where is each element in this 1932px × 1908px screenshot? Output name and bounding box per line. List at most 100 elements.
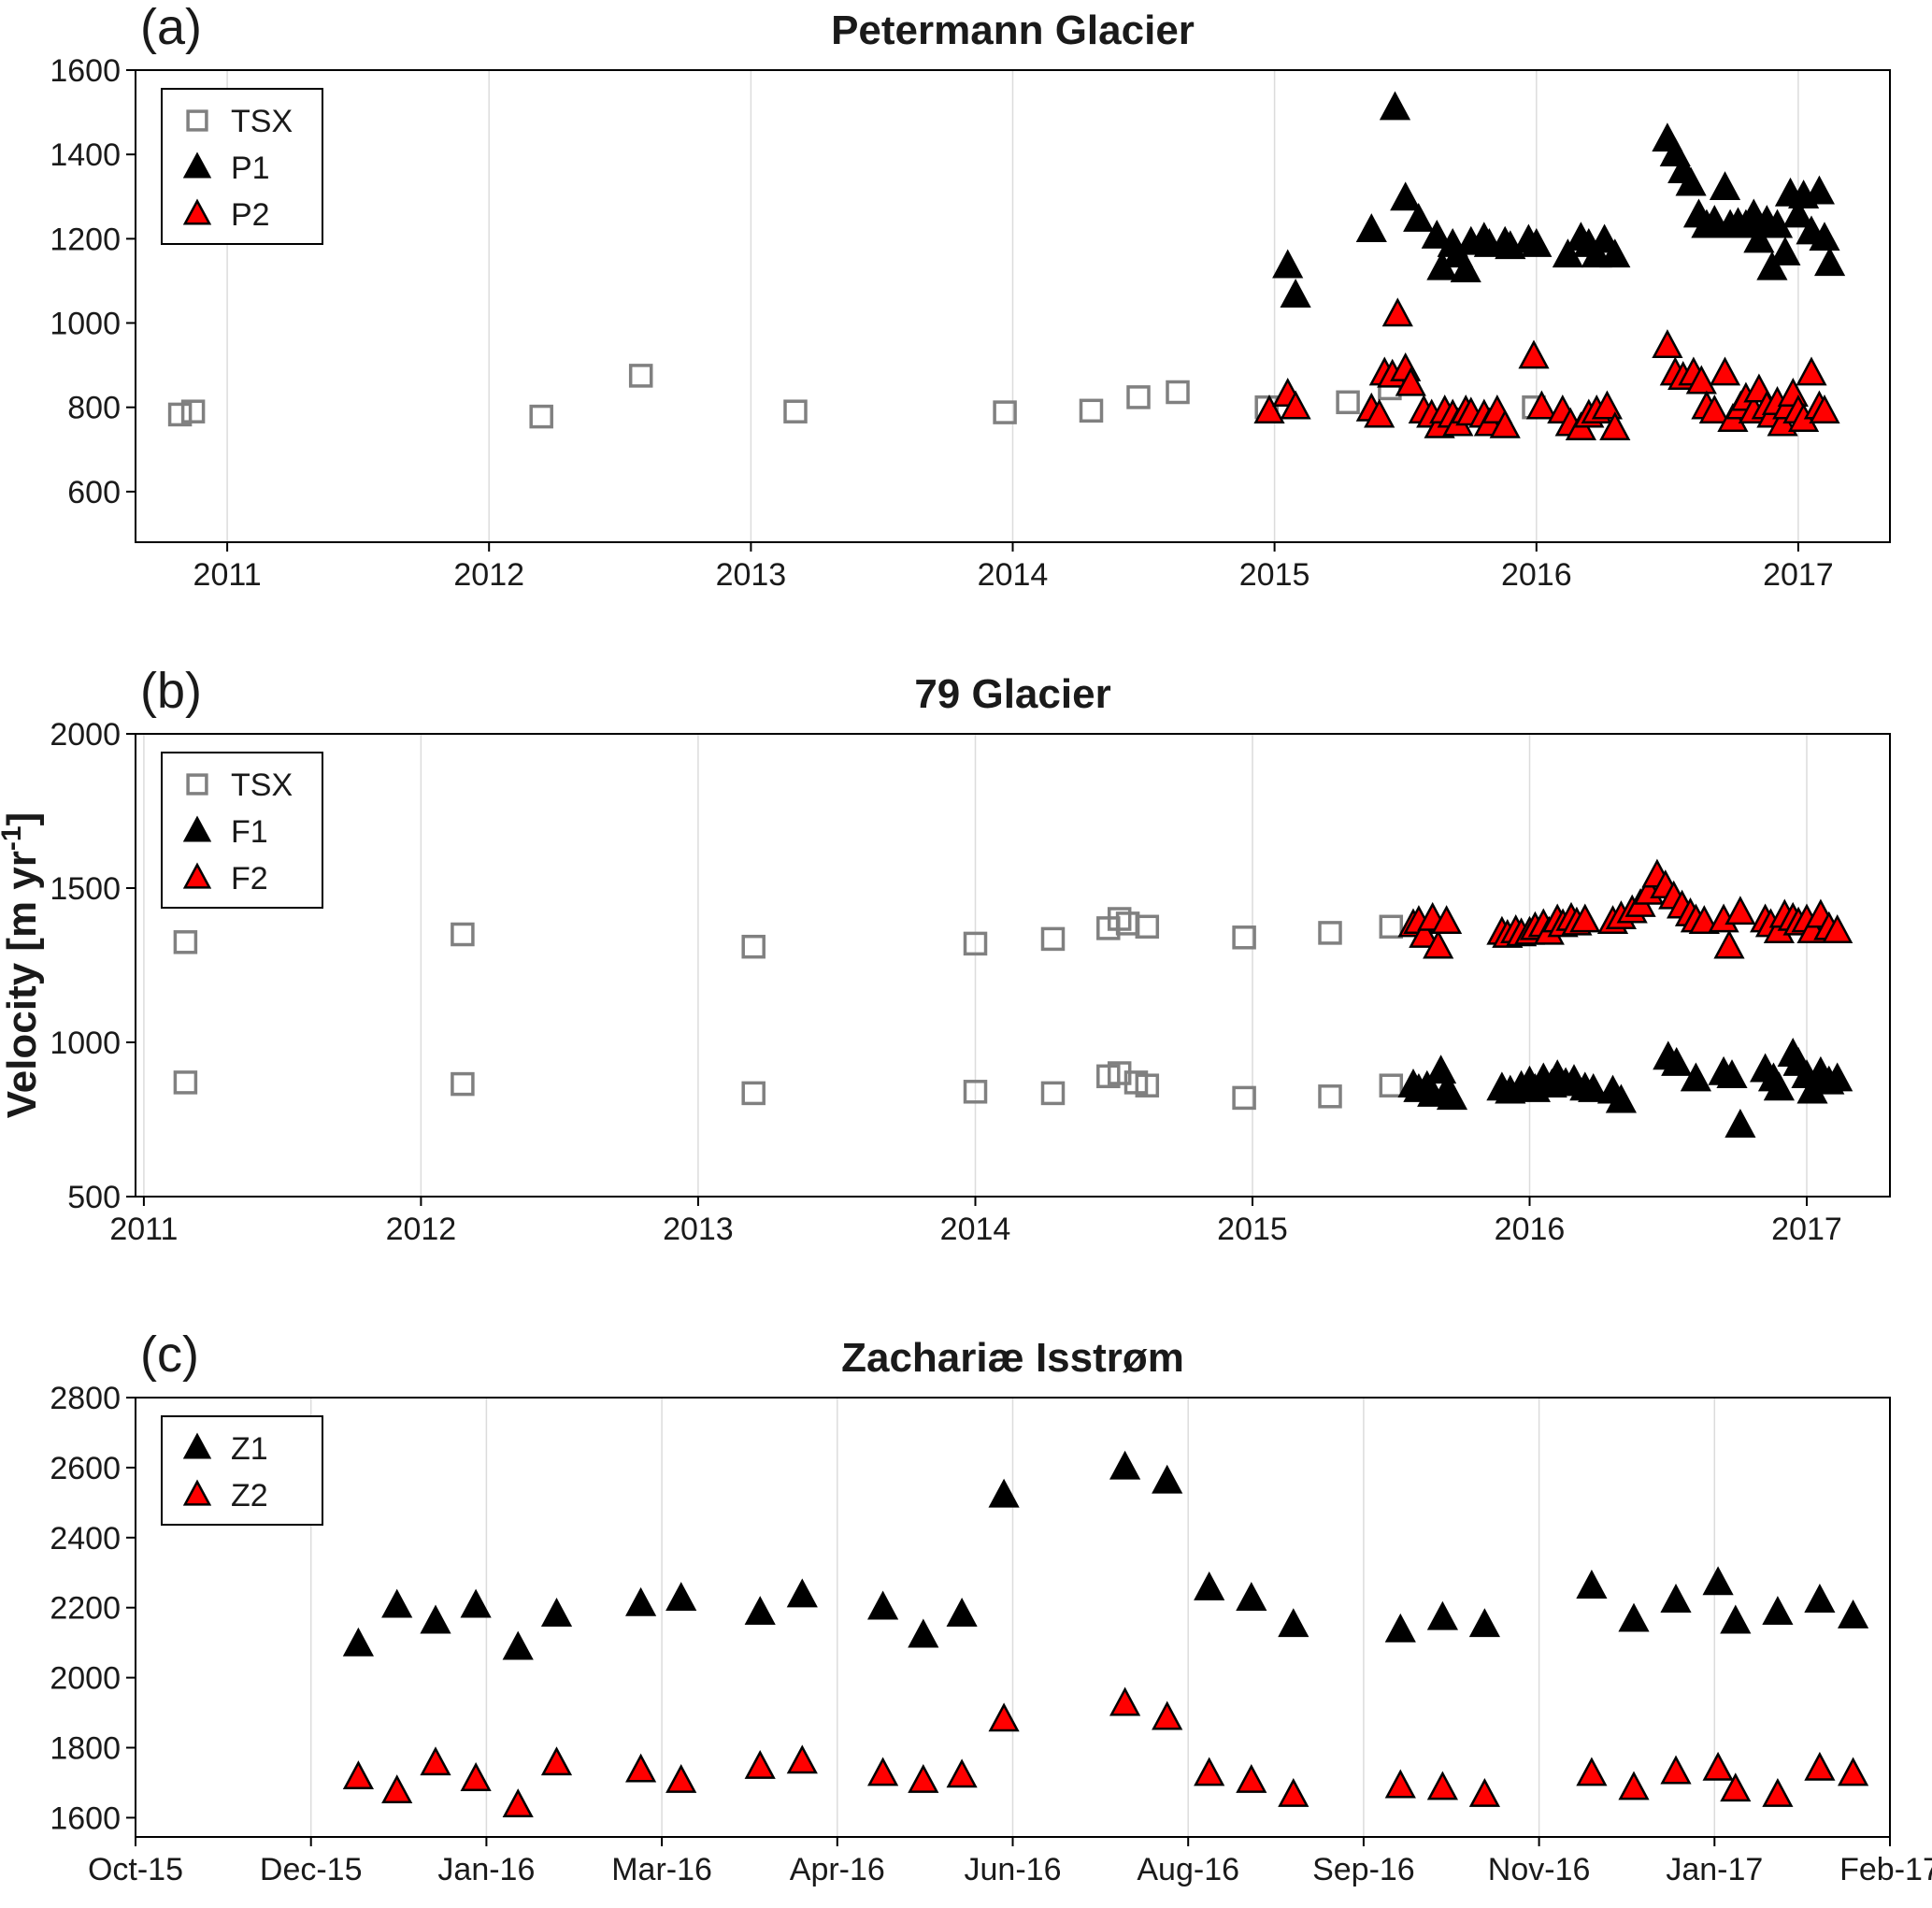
triangle-marker — [1782, 198, 1814, 228]
x-tick-label: Jan-17 — [1666, 1852, 1763, 1887]
legend-label: Z1 — [231, 1431, 268, 1467]
triangle-marker — [1761, 208, 1794, 238]
triangle-marker — [1618, 1602, 1650, 1632]
tsx-square-marker — [186, 773, 208, 796]
triangle-marker — [1518, 339, 1550, 369]
triangle-marker — [1756, 251, 1788, 280]
legend-label: F1 — [231, 814, 268, 850]
legend-label: P2 — [231, 197, 270, 233]
y-tick-label: 2600 — [50, 1451, 121, 1486]
y-axis: 500 1000 1500 2000 — [50, 717, 136, 1215]
series-Z2 — [342, 1686, 1869, 1818]
x-tick-label: 2017 — [1763, 557, 1834, 593]
triangle-marker — [1743, 223, 1775, 253]
tsx-square-marker — [173, 930, 198, 954]
triangle-marker — [1552, 238, 1583, 268]
triangle-marker — [540, 1746, 573, 1776]
triangle-marker — [1796, 356, 1827, 386]
triangle-marker — [1680, 1062, 1711, 1092]
triangle-marker — [182, 1479, 212, 1506]
tsx-square-marker — [173, 1070, 198, 1095]
y-tick-label: 600 — [67, 475, 121, 510]
triangle-marker — [1278, 1777, 1309, 1807]
triangle-marker — [1278, 1608, 1309, 1638]
triangle-marker — [1809, 222, 1840, 251]
triangle-marker — [1675, 166, 1707, 196]
tsx-square-marker — [1040, 1081, 1066, 1106]
triangle-marker — [908, 1618, 939, 1648]
triangle-marker — [502, 1788, 534, 1818]
triangle-marker — [1152, 1700, 1183, 1730]
x-tick-label: Mar-16 — [611, 1852, 712, 1887]
y-tick-label: 1200 — [50, 222, 121, 257]
triangle-marker — [1253, 395, 1285, 423]
triangle-marker — [1426, 1771, 1458, 1800]
y-axis: 600 800 1000 1200 1400 1600 — [50, 53, 136, 510]
triangle-marker — [1421, 219, 1453, 249]
triangle-marker — [1769, 236, 1801, 265]
triangle-marker — [182, 151, 212, 179]
tsx-square-marker — [180, 399, 206, 423]
triangle-marker — [1381, 297, 1413, 327]
x-tick-label: 2016 — [1501, 557, 1572, 593]
panel-title: Zachariæ Isstrøm — [841, 1335, 1184, 1381]
triangle-marker — [1716, 1059, 1748, 1089]
triangle-marker — [946, 1598, 978, 1627]
x-tick-label: 2012 — [453, 557, 524, 593]
tsx-square-marker — [1040, 926, 1066, 952]
legend: TSX F1 F2 — [161, 752, 323, 909]
triangle-marker — [908, 1763, 939, 1793]
triangle-marker — [1709, 171, 1741, 201]
tsx-square-marker — [741, 1081, 766, 1106]
legend-label: TSX — [231, 768, 293, 803]
triangle-marker — [1822, 1062, 1853, 1092]
triangle-marker — [1395, 366, 1426, 396]
x-gridlines — [226, 70, 1799, 542]
triangle-marker — [625, 1753, 657, 1783]
panel-label: (c) — [140, 1327, 199, 1383]
x-tick-label: 2011 — [109, 1212, 178, 1247]
tsx-square-marker — [1166, 380, 1190, 405]
triangle-marker — [946, 1758, 978, 1788]
triangle-marker — [1660, 1584, 1692, 1613]
series-P2 — [1253, 297, 1840, 441]
triangle-marker — [460, 1762, 492, 1791]
triangle-marker — [1272, 249, 1304, 279]
triangle-marker — [1814, 247, 1846, 277]
triangle-marker — [988, 1702, 1020, 1732]
triangle-marker — [1599, 411, 1631, 441]
triangle-marker — [1468, 1608, 1500, 1638]
tsx-square-marker — [1379, 914, 1404, 940]
triangle-marker — [1763, 1071, 1795, 1101]
triangle-marker — [867, 1590, 899, 1620]
x-tick-label: Jan-16 — [437, 1852, 535, 1887]
x-axis: 2011 2012 2013 2014 2015 2016 2017 — [193, 542, 1834, 593]
triangle-marker — [1436, 1081, 1468, 1111]
triangle-marker — [1822, 914, 1853, 943]
x-tick-label: Aug-16 — [1137, 1852, 1239, 1887]
triangle-marker — [1450, 253, 1481, 282]
x-tick-label: 2016 — [1495, 1212, 1566, 1247]
x-tick-label: 2014 — [978, 557, 1049, 593]
triangle-marker — [1581, 238, 1612, 268]
triangle-marker — [1804, 1584, 1836, 1613]
y-tick-label: 1600 — [50, 1800, 121, 1836]
legend-label: F2 — [231, 861, 268, 897]
triangle-marker — [1280, 390, 1311, 420]
triangle-marker — [1489, 409, 1521, 438]
triangle-marker — [786, 1744, 818, 1774]
y-tick-label: 2800 — [50, 1381, 121, 1416]
triangle-marker — [1569, 903, 1601, 933]
y-axis-label: Velocity [m yr-1] — [0, 812, 45, 1118]
triangle-marker — [1236, 1763, 1267, 1793]
x-tick-label: 2015 — [1239, 557, 1310, 593]
triangle-marker — [420, 1604, 451, 1634]
triangle-marker — [1236, 1582, 1267, 1612]
y-tick-label: 1800 — [50, 1731, 121, 1767]
triangle-marker — [182, 198, 212, 225]
triangle-marker — [1409, 918, 1440, 948]
y-tick-label: 2000 — [50, 1661, 121, 1697]
triangle-marker — [1109, 1686, 1141, 1716]
tsx-square-marker — [1232, 1085, 1256, 1111]
